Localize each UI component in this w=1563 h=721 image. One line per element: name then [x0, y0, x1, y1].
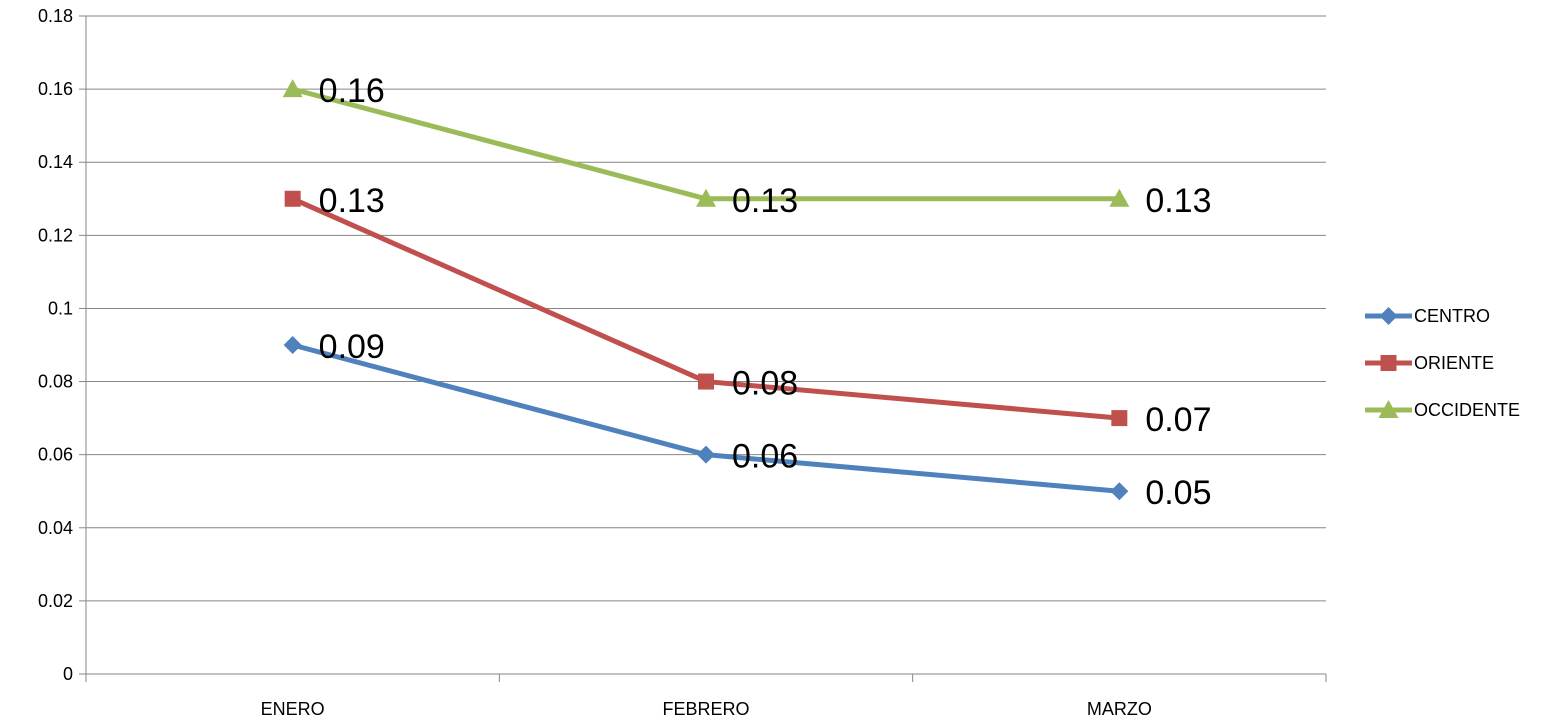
legend-label: ORIENTE: [1414, 353, 1494, 373]
data-label: 0.08: [732, 365, 798, 403]
data-label: 0.09: [319, 328, 385, 366]
y-tick-label: 0.04: [38, 518, 73, 538]
data-point-centro: [1110, 482, 1129, 501]
data-point-centro: [697, 445, 715, 464]
y-tick-label: 0.06: [38, 445, 73, 465]
data-label: 0.07: [1145, 401, 1211, 439]
x-axis-tick-labels: ENERO FEBRERO MARZO: [261, 699, 1152, 719]
axes: [79, 15, 1327, 682]
data-label: 0.13: [732, 182, 798, 220]
data-label: 0.16: [319, 72, 385, 110]
y-tick-label: 0.14: [38, 152, 73, 172]
legend-marker: [1380, 355, 1397, 371]
data-label: 0.05: [1145, 474, 1211, 512]
y-tick-label: 0.02: [38, 591, 73, 611]
legend: CENTRO ORIENTE OCCIDENTE: [1365, 306, 1520, 420]
legend-item-oriente: ORIENTE: [1365, 353, 1494, 373]
data-label: 0.13: [319, 182, 385, 220]
legend-marker: [1379, 307, 1398, 325]
x-tick-label: MARZO: [1087, 699, 1152, 719]
data-label: 0.13: [1145, 182, 1211, 220]
x-tick-label: FEBRERO: [662, 699, 749, 719]
data-point-occidente: [696, 188, 716, 207]
y-tick-label: 0: [63, 664, 73, 684]
gridlines: [86, 15, 1326, 602]
legend-label: OCCIDENTE: [1414, 400, 1520, 420]
data-point-oriente: [284, 190, 301, 207]
y-tick-label: 0.08: [38, 372, 73, 392]
series-lines: [282, 79, 1130, 501]
data-labels: 0.09 0.06 0.05 0.13 0.08 0.07 0.16 0.13 0.13: [319, 72, 1212, 512]
series-line-occidente: [292, 86, 1120, 202]
data-point-occidente: [282, 79, 303, 98]
series-line-centro: [292, 342, 1120, 494]
y-tick-label: 0.18: [38, 6, 73, 26]
data-point-oriente: [1111, 410, 1128, 427]
legend-label: CENTRO: [1414, 306, 1490, 326]
data-point-oriente: [698, 373, 714, 390]
y-tick-label: 0.1: [48, 298, 73, 318]
y-tick-label: 0.16: [38, 79, 73, 99]
legend-item-occidente: OCCIDENTE: [1365, 400, 1520, 420]
data-point-occidente: [1109, 188, 1130, 207]
legend-marker: [1378, 400, 1399, 418]
data-point-centro: [283, 336, 302, 354]
data-label: 0.06: [732, 438, 798, 476]
y-axis-tick-labels: 0 0.02 0.04 0.06 0.08 0.1 0.12 0.14 0.16 0.18: [38, 6, 73, 684]
x-tick-label: ENERO: [261, 699, 325, 719]
legend-item-centro: CENTRO: [1365, 306, 1490, 326]
y-tick-label: 0.12: [38, 225, 73, 245]
